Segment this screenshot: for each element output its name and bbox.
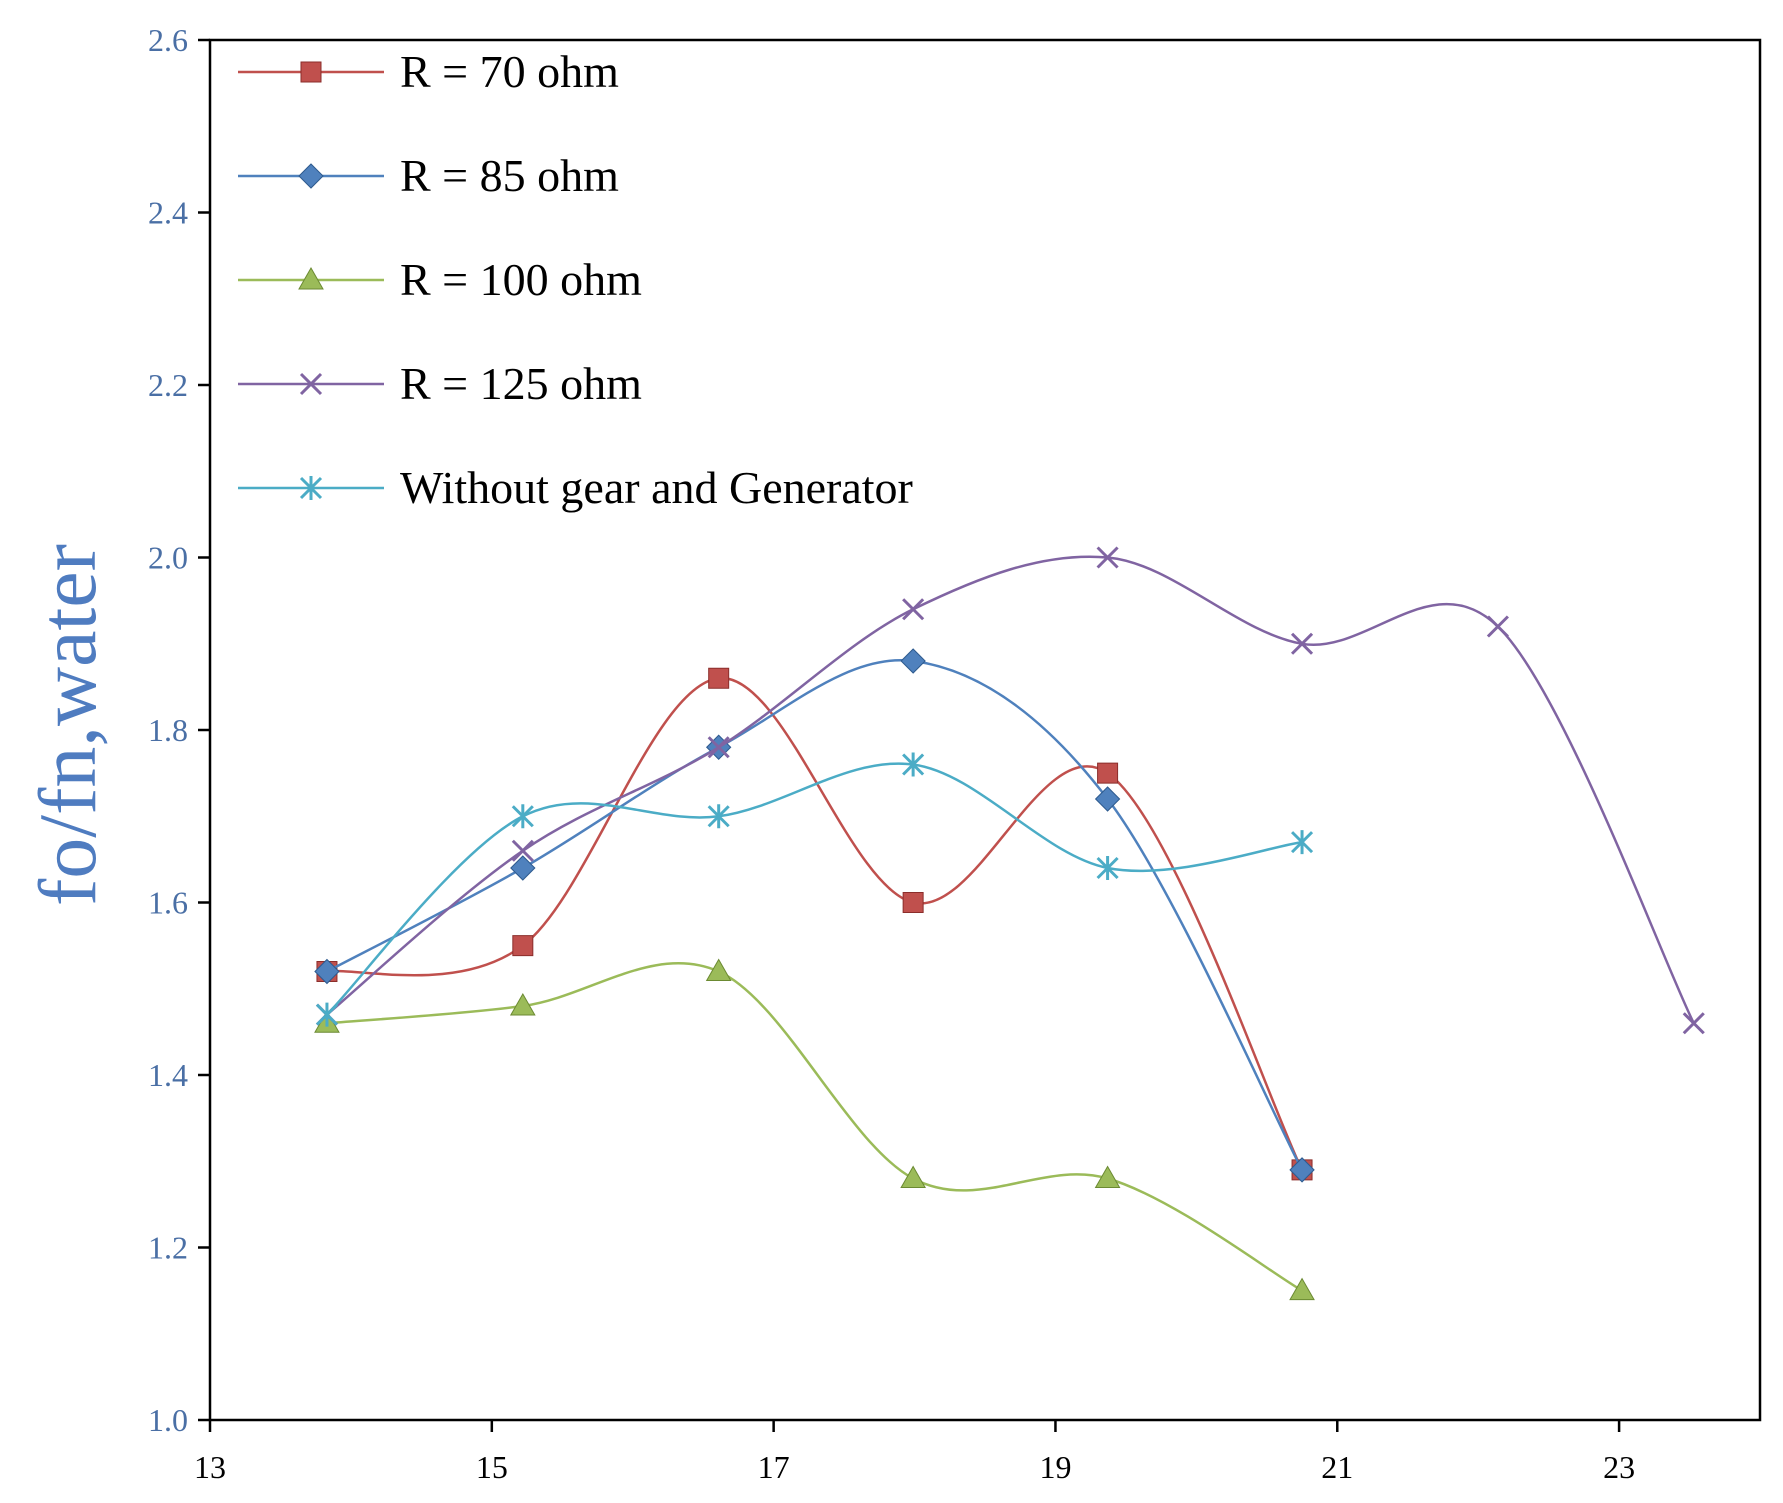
legend-item: R = 125 ohm: [238, 358, 642, 409]
x-tick-label: 13: [194, 1449, 226, 1485]
series-2-point: [510, 855, 536, 881]
series-2-point: [1289, 1157, 1315, 1183]
series-4-point: [1486, 615, 1509, 638]
plot-area: [208, 38, 1762, 1422]
x-tick-label: 23: [1603, 1449, 1635, 1485]
series-5: [315, 752, 1314, 1027]
series-4-point: [707, 736, 730, 759]
y-axis-label: fo/fn,water: [22, 544, 113, 906]
legend-marker: [300, 61, 322, 83]
series-2-point: [314, 958, 340, 985]
series-4-line: [326, 555, 1695, 1024]
series-3-point: [1289, 1277, 1315, 1301]
legend-label: R = 125 ohm: [400, 358, 642, 409]
series-5-point: [902, 752, 925, 777]
legend: R = 70 ohm R = 85 ohm R = 100 ohm R = 125 o…: [238, 46, 913, 513]
legend-marker: [298, 163, 324, 189]
y-tick-label: 1.4: [148, 1057, 188, 1093]
y-tick-label: 1.6: [148, 885, 188, 921]
series-5-point: [1096, 856, 1119, 880]
series-5-point: [707, 804, 730, 829]
legend-label: R = 100 ohm: [400, 254, 642, 305]
series-3-point: [900, 1165, 926, 1188]
x-tick-label: 19: [1039, 1449, 1071, 1485]
series-layer: [314, 546, 1705, 1301]
series-4: [315, 546, 1705, 1035]
y-tick-label: 1.0: [148, 1402, 188, 1438]
series-5-line: [326, 762, 1303, 1016]
series-4-point: [1682, 1012, 1705, 1035]
legend-label: R = 85 ohm: [400, 150, 619, 201]
x-axis-ticks: 13 15 17 19 21 23: [194, 1420, 1635, 1485]
legend-item: R = 100 ohm: [238, 254, 642, 305]
legend-item: R = 70 ohm: [238, 46, 619, 97]
series-3-point: [1094, 1165, 1121, 1188]
legend-label: R = 70 ohm: [400, 46, 619, 97]
y-tick-label: 1.2: [148, 1230, 188, 1266]
y-axis-ticks: 1.0 1.2 1.4 1.6 1.8 2.0 2.2 2.4 2.6: [148, 22, 210, 1438]
legend-item: Without gear and Generator: [238, 462, 913, 513]
series-4-point: [1096, 546, 1119, 569]
series-5-point: [315, 1002, 339, 1027]
series-1-point: [902, 892, 924, 913]
legend-item: R = 85 ohm: [238, 150, 619, 201]
legend-marker: [299, 372, 323, 396]
series-4-point: [1290, 632, 1314, 655]
legend-label: Without gear and Generator: [400, 462, 913, 513]
series-1-point: [708, 667, 730, 689]
series-3-point: [509, 992, 536, 1016]
y-tick-label: 2.2: [148, 367, 188, 403]
series-5-point: [1290, 830, 1314, 855]
series-1-point: [512, 935, 534, 957]
y-tick-label: 2.0: [148, 540, 188, 576]
series-2-point: [900, 648, 926, 674]
legend-marker: [298, 266, 324, 290]
series-4-point: [902, 598, 925, 621]
series-3-point: [705, 958, 732, 981]
series-1-point: [1097, 762, 1119, 784]
series-2-point: [1094, 786, 1121, 812]
y-tick-label: 2.4: [148, 195, 188, 231]
y-tick-label: 2.6: [148, 22, 188, 58]
series-4-point: [511, 839, 534, 862]
y-tick-label: 1.8: [148, 712, 188, 748]
x-tick-label: 15: [476, 1449, 508, 1485]
series-3-line: [326, 961, 1303, 1292]
x-tick-label: 17: [758, 1449, 790, 1485]
series-5-point: [511, 804, 534, 829]
legend-marker: [299, 476, 323, 500]
x-tick-label: 21: [1321, 1449, 1353, 1485]
